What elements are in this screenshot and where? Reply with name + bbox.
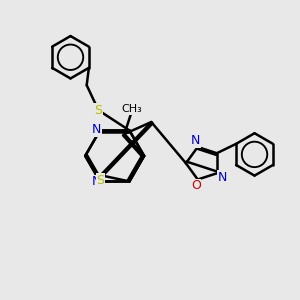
- Text: N: N: [92, 123, 101, 136]
- Text: CH₃: CH₃: [122, 104, 142, 115]
- Text: N: N: [218, 171, 227, 184]
- Text: S: S: [94, 104, 102, 117]
- Text: S: S: [97, 174, 105, 187]
- Text: O: O: [191, 179, 201, 192]
- Text: N: N: [92, 176, 101, 188]
- Text: N: N: [191, 134, 200, 147]
